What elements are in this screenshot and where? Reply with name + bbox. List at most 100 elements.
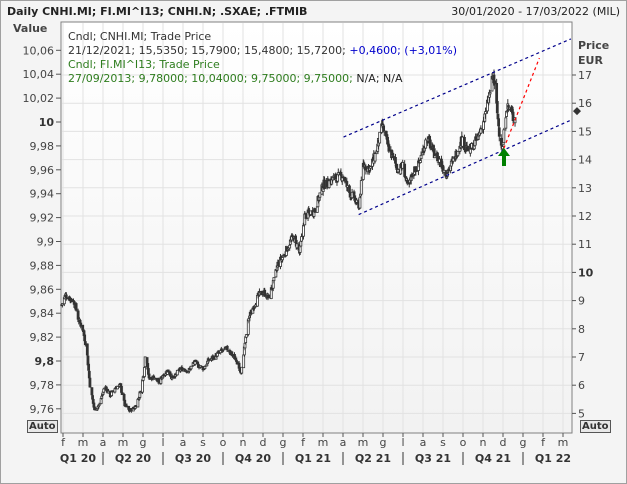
candle — [511, 111, 515, 122]
right-axis-label: 17 — [578, 69, 592, 82]
candles — [60, 69, 517, 413]
candle — [70, 298, 73, 302]
left-axis-label: 9,94 — [30, 188, 55, 201]
candle — [341, 175, 345, 178]
candle — [433, 155, 437, 159]
month-label: g — [380, 436, 387, 449]
candle — [263, 289, 267, 297]
candle — [235, 359, 238, 362]
month-label: a — [100, 436, 107, 449]
candle — [501, 146, 504, 150]
candle — [83, 341, 87, 346]
right-axis-label: 12 — [578, 210, 592, 223]
trendline-channel-upper — [343, 38, 572, 138]
candle — [391, 153, 395, 156]
candle — [497, 118, 501, 127]
candle — [504, 117, 508, 129]
trendlines — [343, 38, 572, 216]
candle — [83, 334, 87, 342]
quarter-label: Q4 21 — [475, 452, 511, 465]
candle — [97, 403, 101, 407]
month-label: s — [440, 436, 446, 449]
candle — [479, 128, 483, 134]
legend-series1-title: Cndl; CNHI.MI; Trade Price — [68, 30, 212, 43]
right-axis-label: 5 — [578, 407, 585, 420]
left-axis-label: 9,84 — [30, 307, 55, 320]
left-axis-label: 9,76 — [30, 403, 55, 416]
right-axis-auto-button[interactable]: Auto — [580, 420, 611, 433]
right-axis-title: Price — [578, 39, 610, 52]
candle — [147, 373, 151, 379]
candle — [290, 234, 294, 238]
right-axis-label: 7 — [578, 351, 585, 364]
candle — [286, 248, 290, 251]
axes: f m a m g l a s o n d g f m a m g l a s o n d g f mQ1 20 Q2 20 Q3 2… — [23, 44, 594, 465]
candle — [244, 334, 248, 338]
candle — [394, 157, 397, 164]
candle — [237, 362, 241, 369]
month-label: l — [401, 436, 404, 449]
candle — [359, 180, 363, 195]
quarter-label: Q2 20 — [115, 452, 151, 465]
candle — [502, 129, 506, 144]
candle — [327, 180, 331, 188]
candle — [102, 388, 106, 393]
candle — [339, 171, 343, 176]
candle — [281, 257, 284, 261]
right-axis-label: 10 — [578, 266, 594, 279]
candle — [194, 359, 198, 362]
candle — [173, 376, 177, 379]
candle — [166, 369, 170, 373]
candle — [369, 166, 372, 169]
left-axis-label: 9,9 — [37, 236, 55, 249]
legend-series2-na: N/A; N/A — [356, 72, 403, 85]
candle — [428, 139, 432, 149]
candle — [358, 196, 362, 209]
quarter-label: Q2 21 — [355, 452, 391, 465]
left-axis-title: Value — [13, 22, 48, 35]
candle — [116, 386, 119, 390]
candle — [90, 387, 94, 396]
candle — [168, 371, 172, 376]
month-label: a — [420, 436, 427, 449]
candle — [122, 394, 126, 401]
quarter-label: Q4 20 — [235, 452, 271, 465]
candle — [419, 154, 423, 160]
candle — [87, 363, 91, 371]
candle — [387, 144, 391, 152]
left-axis-label: 9,92 — [30, 212, 55, 225]
month-label: g — [280, 436, 287, 449]
candle — [79, 322, 83, 327]
last-price-marker-icon — [573, 107, 581, 116]
quarter-label: Q1 20 — [60, 452, 96, 465]
candle — [272, 277, 276, 282]
date-range[interactable]: 30/01/2020 - 17/03/2022 (MIL) — [451, 5, 620, 18]
right-axis-label: 9 — [578, 295, 585, 308]
candle — [143, 367, 146, 377]
month-label: d — [260, 436, 267, 449]
candle — [482, 121, 485, 130]
legend-series1-change: +0,4600; (+3,01%) — [349, 44, 458, 57]
left-axis-auto-button[interactable]: Auto — [27, 420, 58, 433]
right-axis-label: 13 — [578, 182, 592, 195]
candle — [242, 354, 246, 369]
candle — [288, 244, 292, 249]
month-label: m — [118, 436, 129, 449]
quarter-label: Q3 21 — [415, 452, 451, 465]
right-axis-label: 8 — [578, 323, 585, 336]
month-label: m — [358, 436, 369, 449]
candle — [240, 366, 244, 374]
right-axis-unit: EUR — [578, 54, 603, 67]
candle — [74, 303, 78, 311]
trendline-channel-lower — [358, 119, 572, 216]
candle — [87, 370, 91, 379]
left-axis-label: 9,86 — [30, 283, 55, 296]
candle — [234, 357, 238, 361]
left-axis-label: 10,04 — [23, 68, 55, 81]
legend-series2-title: Cndl; FI.MI^I13; Trade Price — [68, 58, 220, 71]
candle — [497, 127, 501, 137]
left-axis-label: 9,82 — [30, 331, 55, 344]
month-label: a — [180, 436, 187, 449]
candle — [91, 395, 94, 400]
